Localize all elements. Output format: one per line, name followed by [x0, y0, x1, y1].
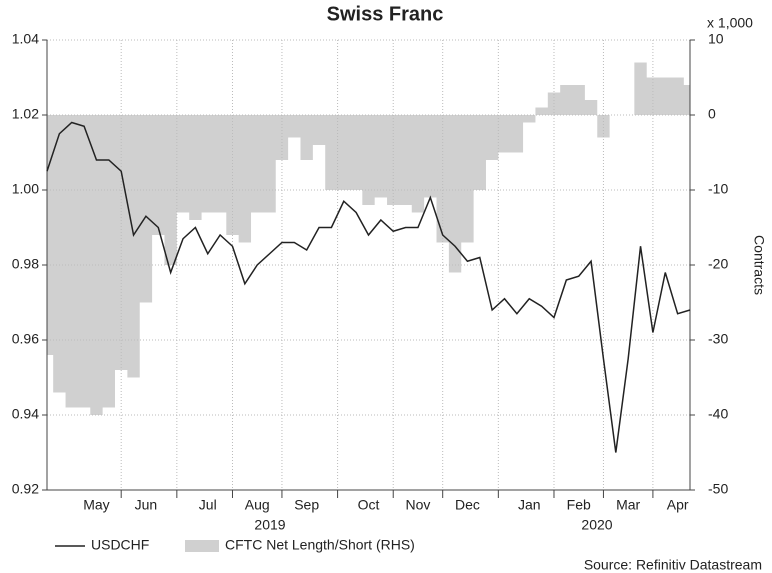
x-tick-label: Sep [294, 497, 319, 513]
y-tick-label: 1.00 [12, 181, 39, 197]
y2-tick-label: -20 [708, 256, 728, 272]
legend-swatch [185, 540, 219, 552]
line [46, 121, 691, 453]
x-tick-label: Dec [455, 497, 480, 513]
y2-tick-label: -50 [708, 481, 728, 497]
y2-tick-label: 0 [708, 106, 716, 122]
year-label: 2019 [254, 517, 285, 533]
area [47, 62, 690, 415]
y-tick-label: 1.04 [12, 31, 39, 47]
source: Source: Refinitiv Datastream [584, 557, 762, 573]
x-tick-label: Oct [358, 497, 380, 513]
x-tick-label: Jul [199, 497, 217, 513]
y2-tick-label: -30 [708, 331, 728, 347]
x-tick-label: Mar [616, 497, 640, 513]
year-label: 2020 [581, 517, 612, 533]
y2-unit: x 1,000 [707, 15, 753, 31]
y-tick-label: 0.92 [12, 481, 39, 497]
y-tick-label: 0.94 [12, 406, 39, 422]
x-tick-label: Apr [667, 497, 689, 513]
y2-tick-label: -40 [708, 406, 728, 422]
y-tick-label: 1.02 [12, 106, 39, 122]
y2-tick-label: -10 [708, 181, 728, 197]
x-tick-label: Nov [406, 497, 431, 513]
legend-label: USDCHF [91, 537, 149, 553]
x-tick-label: Jun [135, 497, 158, 513]
legend-label: CFTC Net Length/Short (RHS) [225, 537, 415, 553]
y2-axis-label: Contracts [751, 235, 767, 295]
x-tick-label: Aug [245, 497, 270, 513]
y-tick-label: 0.98 [12, 256, 39, 272]
x-tick-label: Jan [518, 497, 541, 513]
y-tick-label: 0.96 [12, 331, 39, 347]
x-tick-label: Feb [567, 497, 591, 513]
chart-title: Swiss Franc [327, 3, 444, 25]
y2-tick-label: 10 [708, 31, 724, 47]
x-tick-label: May [83, 497, 109, 513]
